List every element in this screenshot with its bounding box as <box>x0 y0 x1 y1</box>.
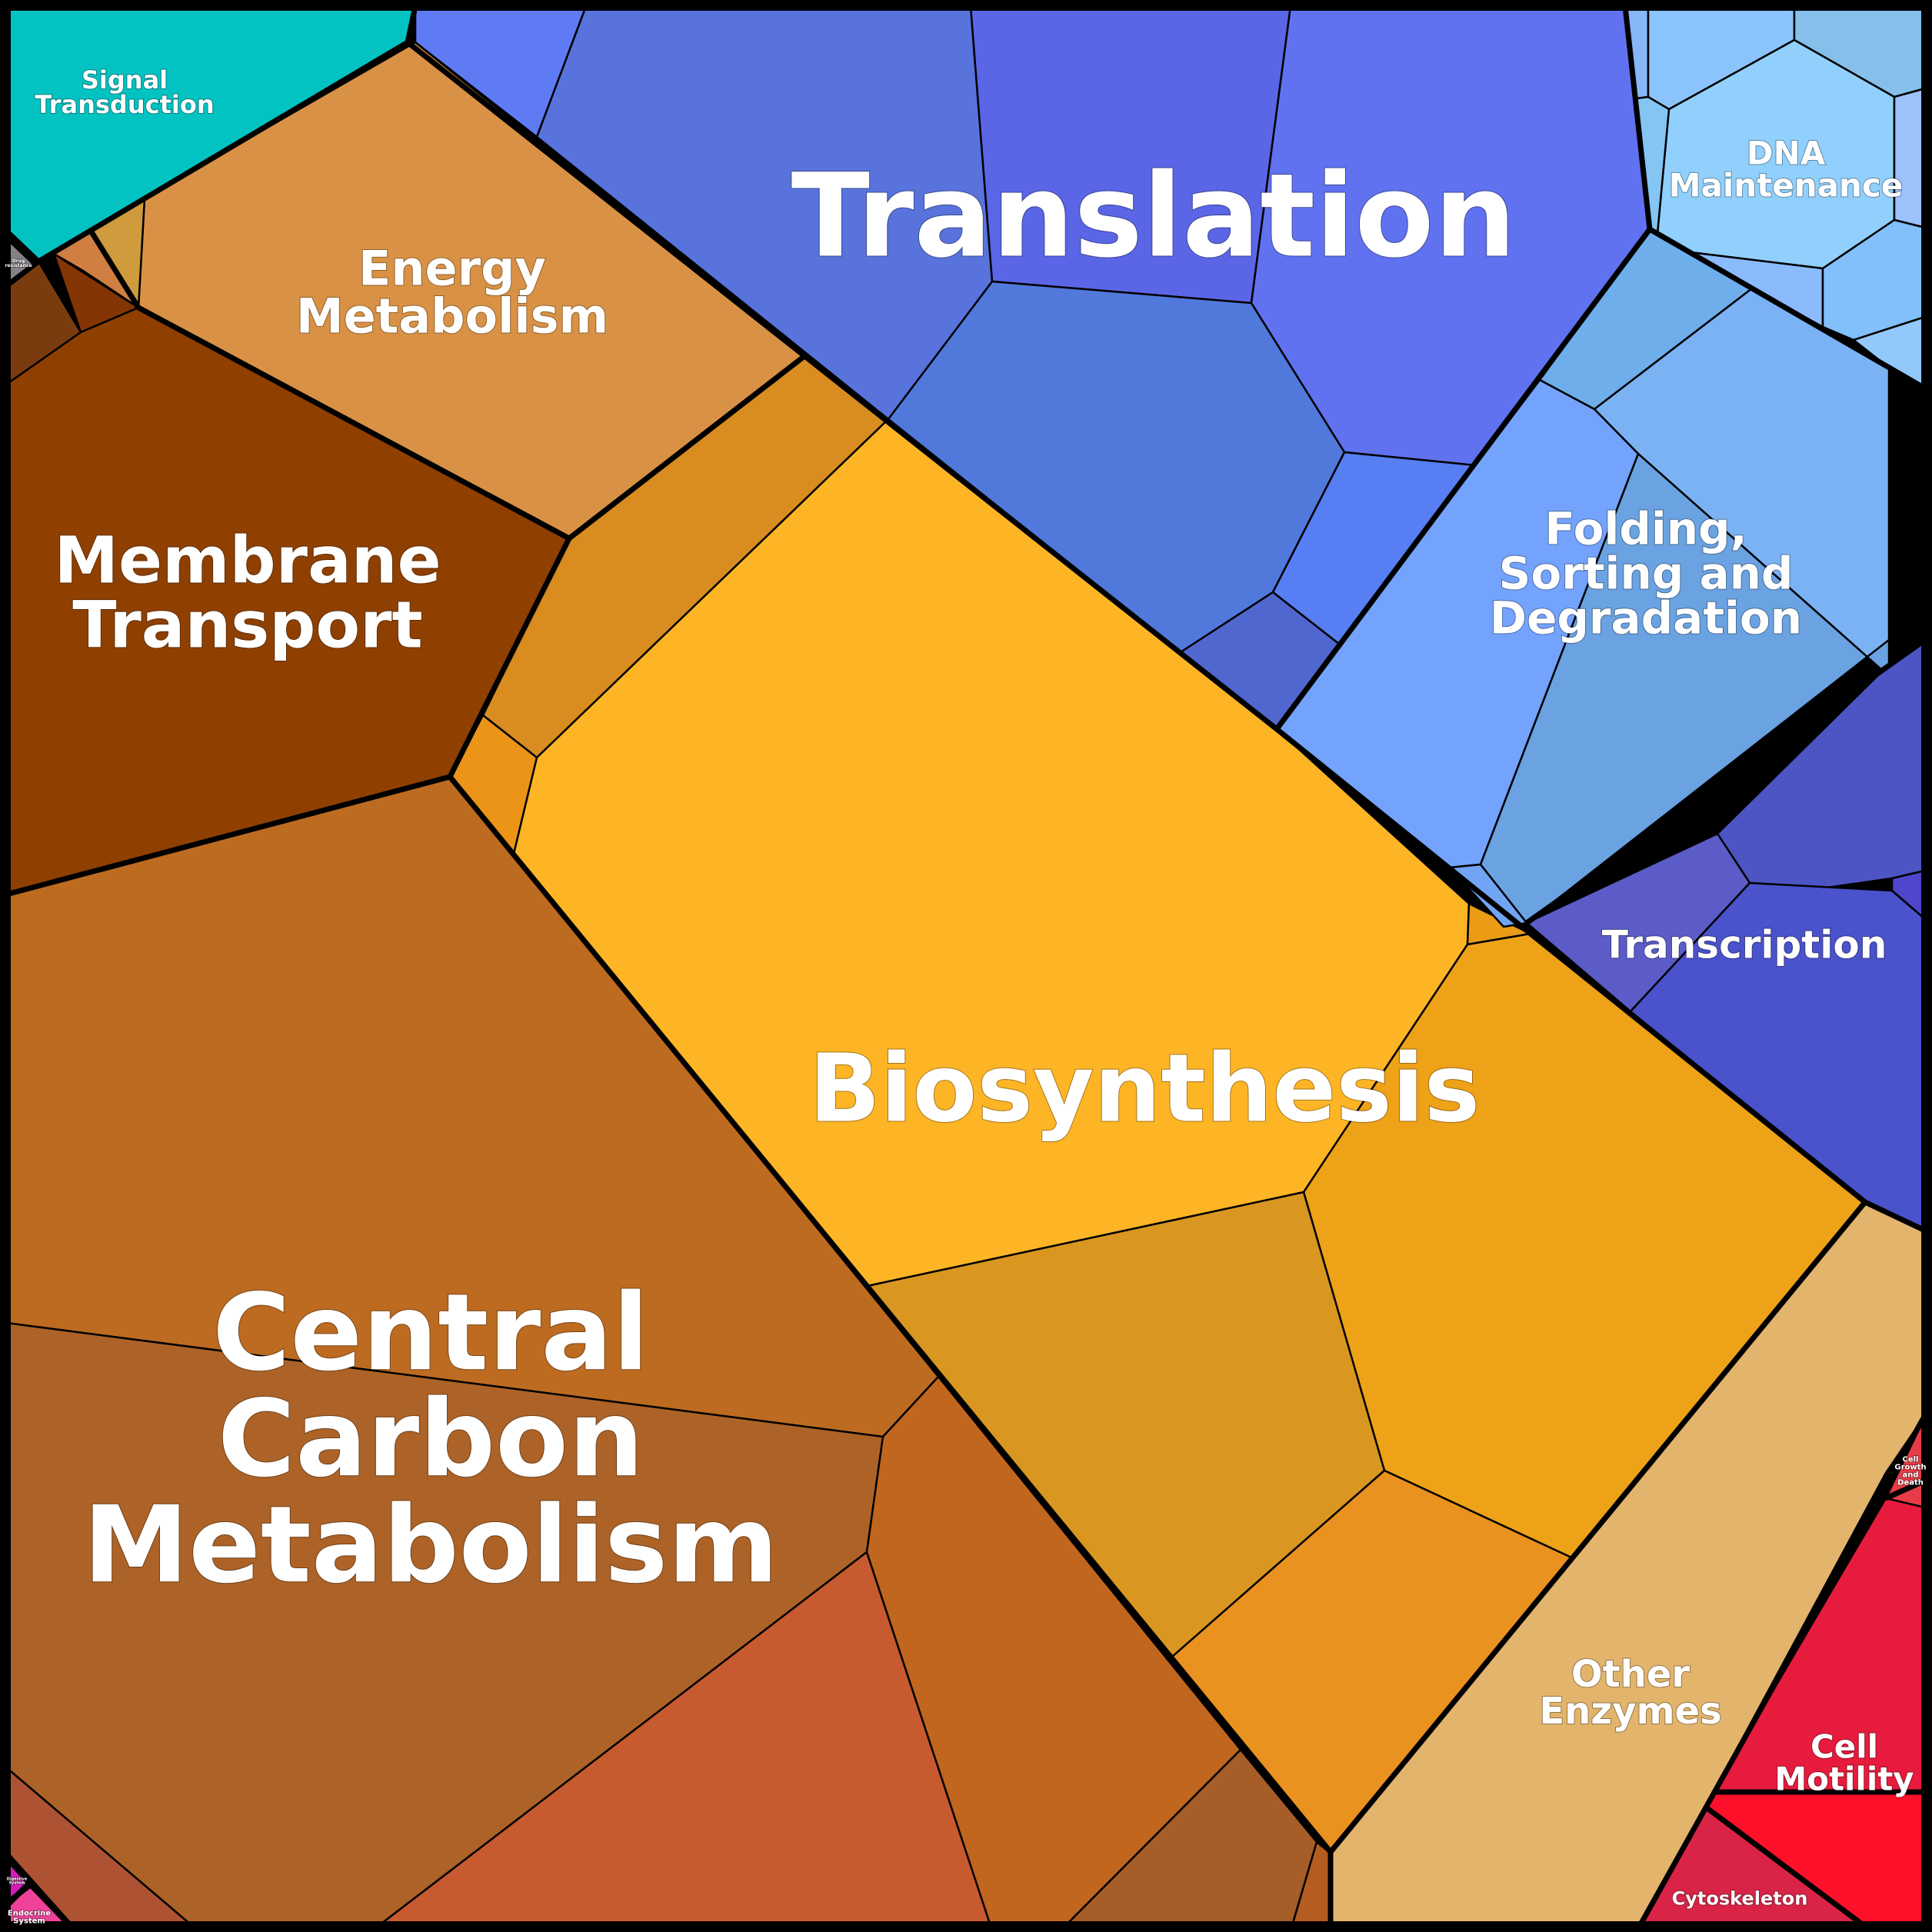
group-border <box>88 229 807 541</box>
label-line: and <box>1902 1471 1918 1480</box>
label-line: Endocrine <box>8 1910 51 1918</box>
group-border <box>1637 1414 1928 1927</box>
label-line: Translation <box>791 150 1517 284</box>
label-line: Transport <box>72 587 422 662</box>
label-line: Energy <box>358 241 546 297</box>
label-digestive-system: Digestive System <box>7 1877 28 1885</box>
group-border <box>1648 226 1927 391</box>
group-border <box>4 1851 73 1928</box>
label-line: Metabolism <box>83 1483 778 1607</box>
label-line: System <box>13 1917 45 1926</box>
group-dna-maintenance <box>1624 5 1927 390</box>
label-signal-transduction: Signal Transduction <box>35 65 214 119</box>
label-line: Transcription <box>1602 923 1887 968</box>
label-line: Cell <box>1903 1456 1919 1464</box>
cells-layer <box>5 5 1927 1927</box>
group-border <box>1524 638 1927 925</box>
label-other-enzymes: Other Enzymes <box>1539 1653 1721 1733</box>
group-border <box>1703 1804 1867 1928</box>
label-line: Digestive <box>7 1877 28 1881</box>
label-line: Drug <box>12 258 25 264</box>
label-line: Central <box>212 1271 649 1394</box>
group-cell-motility <box>1638 1479 1927 1927</box>
group-border <box>1864 1199 1927 1234</box>
label-line: Death <box>1897 1479 1924 1487</box>
label-line: Carbon <box>218 1377 644 1501</box>
group-central-carbon-metabolism <box>5 775 1331 1927</box>
label-line: Cytoskeleton <box>1672 1887 1808 1909</box>
label-line: DNA <box>1747 135 1826 172</box>
label-line: Motility <box>1774 1760 1914 1798</box>
label-line: resistance <box>5 263 32 268</box>
label-line: Maintenance <box>1669 167 1904 205</box>
label-endocrine-system: Endocrine System <box>8 1910 51 1926</box>
label-line: Other <box>1571 1653 1690 1696</box>
group-membrane-transport <box>5 252 571 896</box>
group-borders-layer <box>4 5 1928 1928</box>
label-line: Signal <box>82 65 168 95</box>
label-energy-metabolism: Energy Metabolism <box>296 241 608 345</box>
group-transcription <box>1525 638 1927 1232</box>
label-line: Folding, <box>1544 502 1747 555</box>
group-border <box>448 774 1333 1854</box>
label-cell-motility: Cell Motility <box>1774 1728 1914 1798</box>
group-biosynthesis <box>448 355 1867 1854</box>
label-membrane-transport: Membrane Transport <box>54 522 441 662</box>
label-translation: Translation <box>791 150 1517 284</box>
label-central-carbon-metabolism: Central Carbon Metabolism <box>83 1271 778 1607</box>
group-border <box>405 5 418 43</box>
label-line: Transduction <box>35 90 214 119</box>
group-border <box>1884 1477 1927 1501</box>
cell-dna-maintenance-5 <box>1893 87 1927 229</box>
label-line: Enzymes <box>1539 1690 1721 1733</box>
label-drug-resistance: Drug resistance <box>5 258 32 268</box>
label-dna-maintenance: DNA Maintenance <box>1669 135 1904 205</box>
label-cytoskeleton: Cytoskeleton <box>1672 1887 1808 1909</box>
label-biosynthesis: Biosynthesis <box>809 1034 1481 1144</box>
group-border <box>4 259 41 288</box>
label-line: Growth <box>1894 1464 1926 1472</box>
label-line: Cell <box>1810 1728 1878 1766</box>
label-folding-sorting-and-degradation: Folding, Sorting and Degradation <box>1490 502 1802 644</box>
label-cell-growth-and-death: Cell Growth and Death <box>1894 1456 1926 1487</box>
label-line: Sorting and <box>1499 547 1794 599</box>
label-line: Membrane <box>54 522 441 598</box>
label-line: Biosynthesis <box>809 1034 1481 1144</box>
label-line: Metabolism <box>296 288 608 345</box>
group-border <box>405 40 1867 1204</box>
label-line: System <box>9 1880 25 1885</box>
label-transcription: Transcription <box>1602 923 1887 968</box>
label-line: Degradation <box>1490 591 1802 644</box>
